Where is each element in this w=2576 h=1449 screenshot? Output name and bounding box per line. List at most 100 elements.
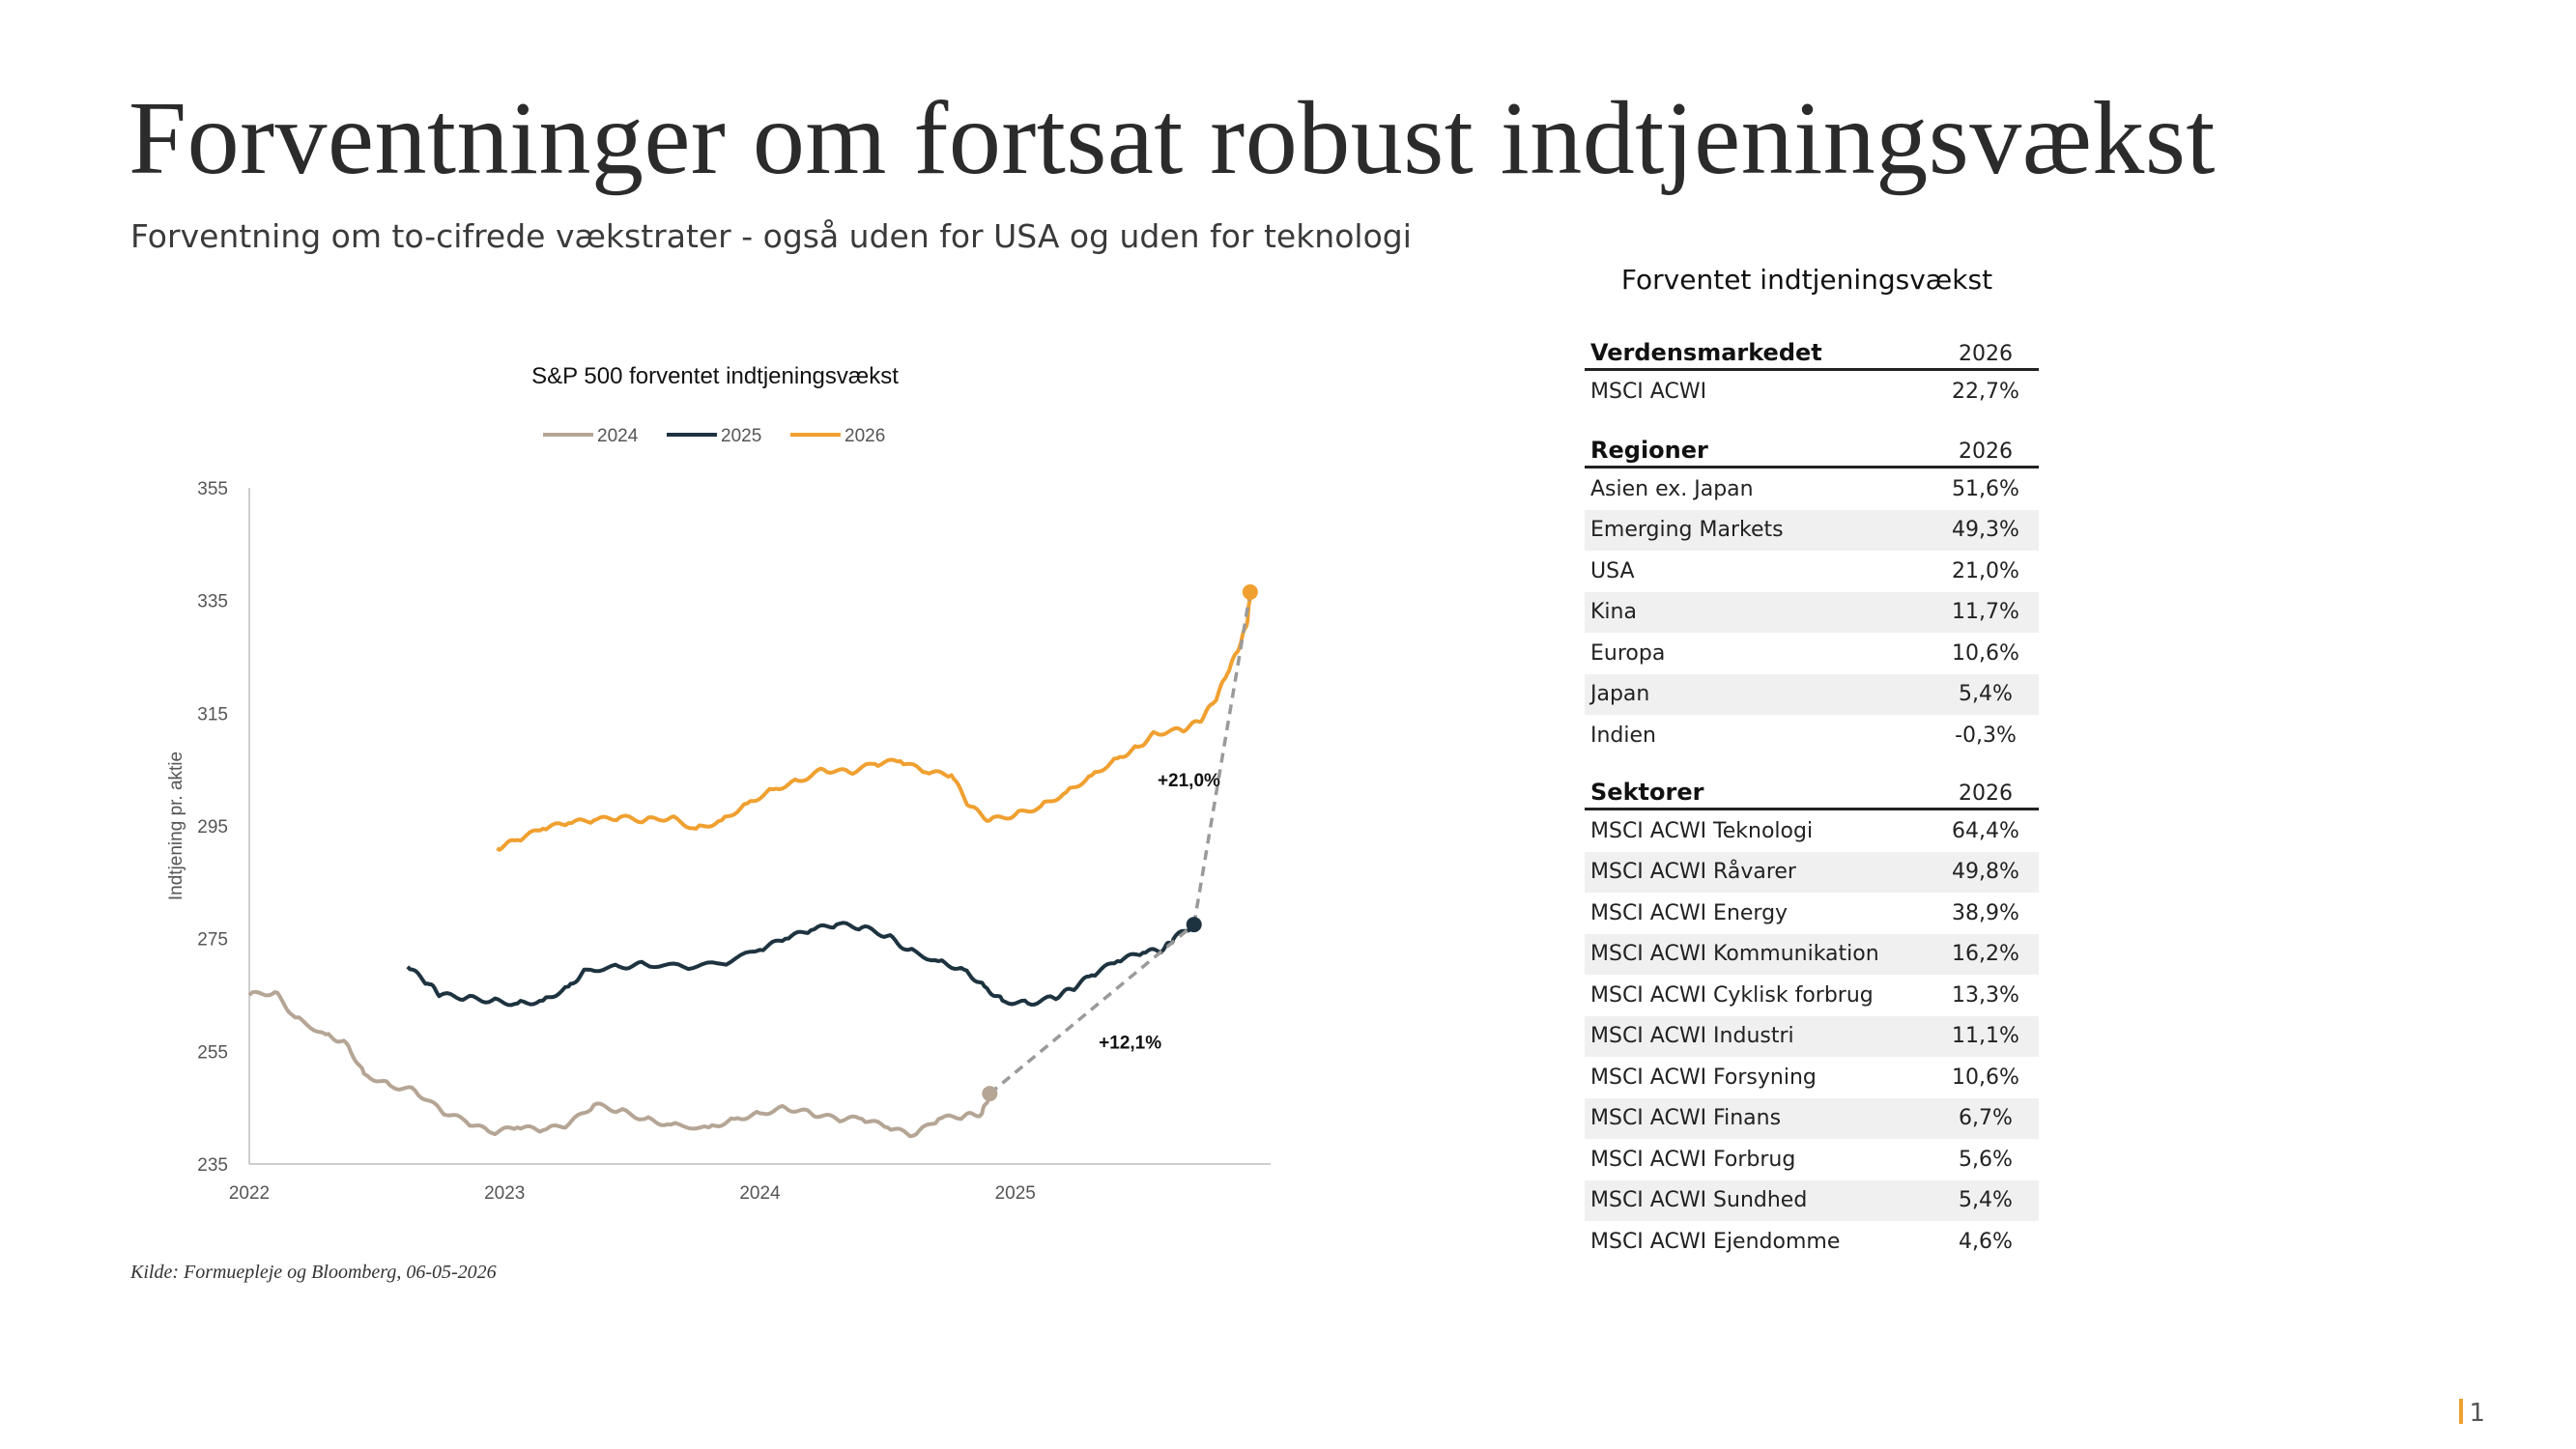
- row-name: MSCI ACWI Forbrug: [1590, 1147, 1796, 1172]
- legend-label: 2025: [721, 426, 761, 446]
- table-row: MSCI ACWI Finans 6,7%: [1585, 1097, 2039, 1139]
- row-name: MSCI ACWI Sundhed: [1590, 1188, 1808, 1213]
- table-row: MSCI ACWI Energy 38,9%: [1585, 893, 2039, 934]
- row-value: 5,4%: [1959, 1188, 2013, 1213]
- row-value: 16,2%: [1952, 942, 2019, 967]
- row-value: 64,4%: [1952, 818, 2019, 843]
- table-section-header: Regioner 2026: [1585, 434, 2039, 469]
- y-tick-label: 335: [197, 592, 228, 612]
- table-row: MSCI ACWI 22,7%: [1585, 371, 2039, 412]
- page-title: Forventninger om fortsat robust indtjeni…: [129, 81, 2216, 196]
- row-name: MSCI ACWI Råvarer: [1590, 860, 1796, 885]
- page-number: 1: [2459, 1399, 2485, 1428]
- series-line-2025: [406, 921, 1196, 1008]
- table-row: MSCI ACWI Sundhed 5,4%: [1585, 1179, 2039, 1221]
- row-name: MSCI ACWI Energy: [1590, 900, 1789, 925]
- table-row: Asien ex. Japan 51,6%: [1585, 469, 2039, 510]
- row-name: MSCI ACWI Industri: [1590, 1024, 1794, 1049]
- section-year: 2026: [1959, 440, 2013, 464]
- row-value: 10,6%: [1952, 640, 2019, 666]
- y-tick-label: 235: [197, 1155, 228, 1176]
- x-tick-label: 2025: [995, 1183, 1036, 1204]
- row-name: USA: [1590, 558, 1635, 583]
- growth-dashed-line: [1191, 591, 1252, 925]
- table-row: Japan 5,4%: [1585, 673, 2039, 715]
- section-title: Verdensmarkedet: [1590, 339, 1822, 366]
- x-tick-label: 2022: [229, 1183, 270, 1204]
- table-row: MSCI ACWI Cyklisk forbrug 13,3%: [1585, 975, 2039, 1016]
- chart-title: S&P 500 forventet indtjeningsvækst: [531, 363, 899, 389]
- series-end-point-2024: [982, 1086, 998, 1102]
- y-tick-label: 355: [197, 479, 228, 499]
- table-row: MSCI ACWI Kommunikation 16,2%: [1585, 933, 2039, 975]
- section-title: Regioner: [1590, 437, 1708, 464]
- y-axis-label: Indtjening pr. aktie: [166, 752, 186, 900]
- x-tick-label: 2023: [484, 1183, 525, 1204]
- row-value: 49,8%: [1952, 860, 2019, 885]
- row-value: 49,3%: [1952, 518, 2019, 543]
- table-row: MSCI ACWI Industri 11,1%: [1585, 1015, 2039, 1057]
- section-title: Sektorer: [1590, 779, 1704, 806]
- y-tick-label: 255: [197, 1042, 228, 1063]
- table-section-header: Sektorer 2026: [1585, 776, 2039, 810]
- row-value: 22,7%: [1952, 379, 2019, 404]
- y-tick-label: 315: [197, 704, 228, 724]
- row-value: 13,3%: [1952, 982, 2019, 1008]
- source-note: Kilde: Formuepleje og Bloomberg, 06-05-2…: [130, 1262, 497, 1283]
- row-value: 6,7%: [1959, 1106, 2013, 1131]
- page-number-text: 1: [2469, 1399, 2485, 1428]
- page-subtitle: Forventning om to-cifrede vækstrater - o…: [130, 217, 1412, 255]
- table-section-world: Verdensmarkedet 2026 MSCI ACWI 22,7%: [1585, 336, 2039, 412]
- table-row: Emerging Markets 49,3%: [1585, 509, 2039, 551]
- section-year: 2026: [1959, 342, 2013, 366]
- row-name: MSCI ACWI Forsyning: [1590, 1065, 1817, 1090]
- row-value: 5,4%: [1959, 682, 2013, 707]
- row-value: -0,3%: [1955, 723, 2017, 748]
- row-name: Asien ex. Japan: [1590, 476, 1754, 501]
- growth-label: +21,0%: [1158, 771, 1220, 791]
- row-value: 10,6%: [1952, 1065, 2019, 1090]
- row-value: 51,6%: [1952, 476, 2019, 501]
- table-row: Kina 11,7%: [1585, 591, 2039, 633]
- page-accent-bar: [2459, 1399, 2464, 1424]
- row-name: Japan: [1590, 682, 1650, 707]
- eps-chart: S&P 500 forventet indtjeningsvækst 2024 20…: [145, 348, 1304, 1236]
- row-name: Kina: [1590, 600, 1637, 625]
- row-name: Emerging Markets: [1590, 518, 1784, 543]
- table-row: USA 21,0%: [1585, 551, 2039, 592]
- row-name: MSCI ACWI Teknologi: [1590, 818, 1814, 843]
- series-end-point-2025: [1186, 917, 1202, 933]
- series-line-2026: [496, 591, 1252, 852]
- row-value: 11,7%: [1952, 600, 2019, 625]
- table-row: MSCI ACWI Forbrug 5,6%: [1585, 1139, 2039, 1180]
- table-section-regions: Regioner 2026 Asien ex. Japan 51,6% Emerging…: [1585, 434, 2039, 756]
- table-row: Europa 10,6%: [1585, 633, 2039, 674]
- row-name: MSCI ACWI Kommunikation: [1590, 942, 1879, 967]
- table-row: MSCI ACWI Forsyning 10,6%: [1585, 1057, 2039, 1098]
- table-row: MSCI ACWI Råvarer 49,8%: [1585, 851, 2039, 893]
- y-tick-label: 295: [197, 817, 228, 838]
- row-name: MSCI ACWI: [1590, 379, 1707, 404]
- row-name: Europa: [1590, 640, 1666, 666]
- table-row: MSCI ACWI Teknologi 64,4%: [1585, 810, 2039, 852]
- row-name: MSCI ACWI Cyklisk forbrug: [1590, 982, 1874, 1008]
- growth-dashed-line: [988, 923, 1195, 1095]
- row-value: 21,0%: [1952, 558, 2019, 583]
- legend-label: 2026: [844, 426, 885, 446]
- legend-label: 2024: [597, 426, 639, 446]
- table-row: MSCI ACWI Ejendomme 4,6%: [1585, 1221, 2039, 1263]
- y-tick-label: 275: [197, 930, 228, 951]
- table-title: Forventet indtjeningsvækst: [1620, 264, 1993, 296]
- eps-chart-svg: S&P 500 forventet indtjeningsvækst 2024 20…: [166, 363, 1271, 1204]
- table-row: Indien -0,3%: [1585, 715, 2039, 756]
- table-section-sectors: Sektorer 2026 MSCI ACWI Teknologi 64,4% MSCI…: [1585, 776, 2039, 1263]
- growth-label: +12,1%: [1099, 1033, 1161, 1053]
- series-end-point-2026: [1242, 583, 1258, 600]
- table-section-header: Verdensmarkedet 2026: [1585, 336, 2039, 371]
- series-line-2024: [247, 989, 992, 1139]
- row-name: MSCI ACWI Finans: [1590, 1106, 1782, 1131]
- row-value: 38,9%: [1952, 900, 2019, 925]
- row-value: 11,1%: [1952, 1024, 2019, 1049]
- x-tick-label: 2024: [739, 1183, 781, 1204]
- row-name: Indien: [1590, 723, 1656, 748]
